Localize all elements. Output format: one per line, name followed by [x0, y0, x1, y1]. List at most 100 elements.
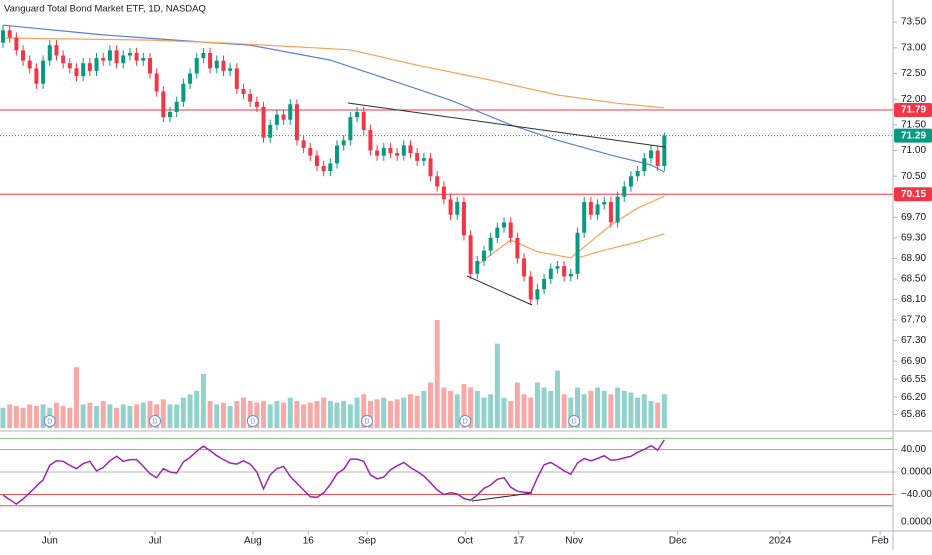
candle-body — [234, 68, 239, 89]
volume-bar — [561, 394, 567, 428]
price-label: 71.79 — [901, 105, 926, 116]
candle-body — [615, 196, 620, 223]
candle-body — [628, 176, 633, 187]
price-label-box — [894, 187, 932, 202]
volume-bar — [234, 401, 240, 428]
candle-body — [448, 199, 453, 215]
price-label-box — [894, 102, 932, 117]
volume-bar — [0, 407, 6, 428]
candle-body — [548, 268, 553, 279]
panes: 73.5073.0072.5072.0071.5071.0070.5070.10… — [0, 17, 932, 547]
candle-body — [328, 163, 333, 172]
candle-body — [642, 158, 647, 172]
price-label-box — [894, 128, 932, 143]
candle-body — [508, 222, 513, 238]
candle-body — [335, 145, 340, 164]
volume-bar — [180, 397, 186, 428]
volume-bar — [261, 401, 267, 428]
trend-line — [347, 102, 666, 148]
y-tick-label: 69.30 — [901, 233, 926, 244]
candle-body — [201, 52, 206, 59]
volume-bar — [508, 401, 514, 428]
candle-body — [21, 50, 26, 61]
candle-body — [522, 258, 527, 277]
candle-body — [635, 171, 640, 177]
volume-bar — [494, 343, 500, 428]
candle-body — [147, 58, 152, 74]
y-tick-label: 68.50 — [901, 274, 926, 285]
candle-body — [348, 117, 353, 141]
dividend-marker — [568, 415, 581, 427]
volume-bar — [374, 399, 380, 428]
candle-body — [127, 52, 132, 56]
candle-body — [1, 30, 6, 43]
volume-bar — [40, 404, 46, 428]
candle-body — [428, 158, 433, 177]
volume-bar — [407, 394, 413, 428]
candle-body — [181, 83, 186, 102]
candle-body — [341, 140, 346, 146]
title-background — [0, 2, 190, 16]
candle-body — [655, 150, 660, 166]
volume-bar — [394, 399, 400, 428]
candle-body — [7, 30, 12, 38]
x-tick-label: Feb — [871, 536, 889, 547]
volume-bar — [528, 397, 534, 428]
candle-body — [455, 201, 460, 215]
volume-bar — [481, 397, 487, 428]
candle-body — [208, 52, 213, 69]
candle-body — [395, 153, 400, 156]
volume-bar — [214, 404, 220, 428]
volume-bar — [127, 406, 133, 428]
volume-bar — [534, 382, 540, 428]
volume-bar — [514, 382, 520, 428]
volume-bar — [7, 404, 13, 428]
candle-body — [74, 68, 79, 77]
oscillator-trend-line — [471, 492, 533, 502]
volume-bar — [601, 390, 607, 428]
y-tick-label: 70.50 — [901, 171, 926, 182]
volume-bar — [33, 406, 39, 428]
moving-average — [2, 37, 665, 109]
y-tick-label: 66.20 — [901, 392, 926, 403]
oscillator-line — [2, 439, 665, 506]
volume-bar — [661, 394, 667, 428]
oscillator-tick-label: 40.00 — [901, 444, 926, 455]
volume-bar — [207, 401, 213, 428]
volume-bar — [421, 390, 427, 428]
volume-bar — [474, 390, 480, 428]
candle-body — [168, 111, 173, 118]
dividend-marker — [459, 415, 472, 427]
x-tick-label: Oct — [457, 536, 473, 547]
volume-bar — [73, 367, 79, 428]
candle-body — [47, 45, 52, 61]
volume-bar — [548, 390, 554, 428]
volume-bar — [114, 407, 120, 428]
volume-bar — [20, 407, 26, 428]
volume-bar — [160, 399, 166, 428]
candle-body — [542, 278, 547, 290]
candle-body — [481, 250, 486, 261]
candle-body — [288, 104, 293, 120]
candle-body — [221, 60, 226, 71]
volume-bar — [281, 402, 287, 428]
candle-body — [435, 176, 440, 187]
x-tick-label: Jul — [149, 536, 162, 547]
candle-body — [535, 289, 540, 300]
volume-bar — [53, 402, 59, 428]
volume-bar — [27, 404, 33, 428]
volume-bar — [574, 387, 580, 428]
volume-bar — [227, 406, 233, 428]
candle-body — [582, 201, 587, 233]
volume-bar — [120, 404, 126, 428]
y-tick-label: 72.00 — [901, 94, 926, 105]
volume-bar — [428, 382, 434, 428]
volume-bar — [581, 394, 587, 428]
y-tick-label: 72.50 — [901, 68, 926, 79]
volume-bar — [194, 390, 200, 428]
x-tick-label: Jun — [42, 536, 58, 547]
candle-body — [461, 201, 466, 236]
volume-bar — [13, 406, 19, 428]
volume-bar — [554, 370, 560, 428]
candle-body — [174, 101, 179, 112]
